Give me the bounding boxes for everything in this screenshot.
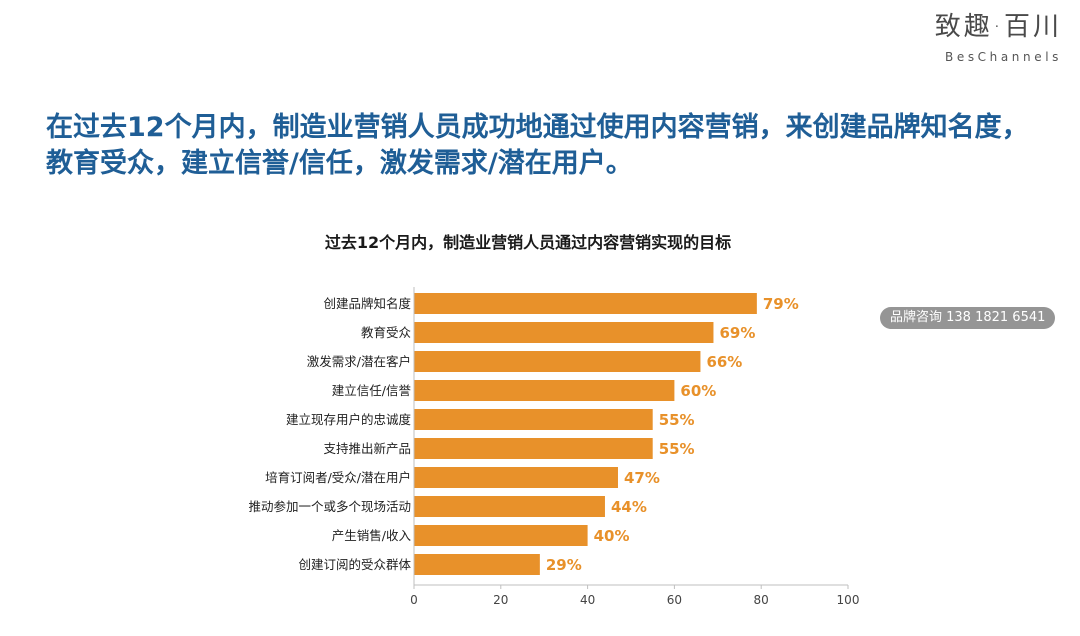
chart-title: 过去12个月内，制造业营销人员通过内容营销实现的目标 — [325, 233, 731, 252]
bar — [414, 554, 540, 575]
category-label: 建立信任/信誉 — [332, 383, 412, 398]
value-label: 66% — [706, 353, 742, 371]
bar — [414, 496, 605, 517]
x-tick-label: 60 — [667, 593, 682, 607]
bar-chart: 过去12个月内，制造业营销人员通过内容营销实现的目标 创建品牌知名度 79% 教育受… — [248, 233, 860, 607]
category-label: 创建订阅的受众群体 — [298, 557, 411, 572]
x-tick-label: 0 — [410, 593, 418, 607]
category-label: 培育订阅者/受众/潜在用户 — [265, 470, 411, 485]
logo-english: BesChannels — [945, 50, 1062, 64]
bar — [414, 409, 653, 430]
brand-logo: 致趣·百川 BesChannels — [935, 10, 1062, 64]
category-label: 产生销售/收入 — [332, 528, 412, 543]
bar — [414, 351, 701, 372]
value-label: 40% — [594, 527, 630, 545]
value-label: 79% — [763, 295, 799, 313]
category-label: 推动参加一个或多个现场活动 — [248, 499, 411, 514]
value-label: 60% — [680, 382, 716, 400]
x-tick-label: 100 — [837, 593, 860, 607]
category-label: 激发需求/潜在客户 — [307, 354, 411, 369]
contact-watermark: 品牌咨询 138 1821 6541 — [880, 307, 1056, 329]
bar — [414, 438, 653, 459]
bar — [414, 380, 675, 401]
bar — [414, 322, 714, 343]
page-headline: 在过去12个月内，制造业营销人员成功地通过使用内容营销，来创建品牌知名度， 教育… — [46, 112, 1029, 179]
value-label: 29% — [546, 556, 582, 574]
x-tick-label: 40 — [580, 593, 595, 607]
value-label: 55% — [659, 440, 695, 458]
bar — [414, 293, 757, 314]
x-tick-label: 80 — [754, 593, 769, 607]
category-label: 创建品牌知名度 — [323, 296, 411, 311]
value-label: 44% — [611, 498, 647, 516]
value-label: 69% — [719, 324, 755, 342]
x-tick-label: 20 — [493, 593, 508, 607]
bar — [414, 525, 588, 546]
value-label: 47% — [624, 469, 660, 487]
category-label: 建立现存用户的忠诚度 — [286, 412, 412, 427]
category-label: 支持推出新产品 — [323, 441, 411, 456]
value-label: 55% — [659, 411, 695, 429]
logo-chinese: 致趣·百川 — [934, 12, 1062, 42]
bar — [414, 467, 618, 488]
category-label: 教育受众 — [361, 325, 411, 340]
